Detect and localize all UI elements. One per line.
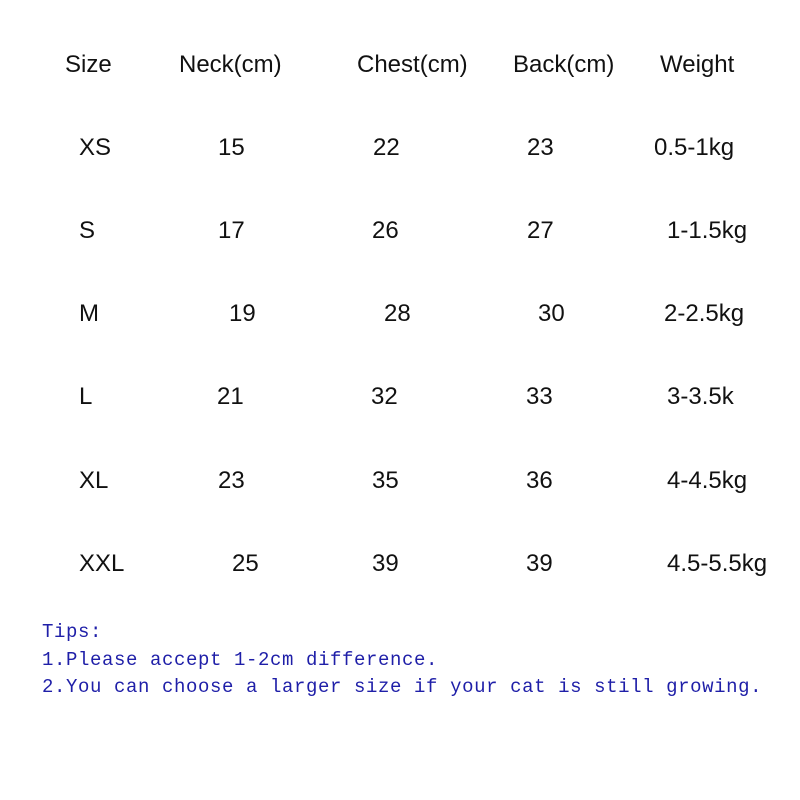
cell-chest: 32	[371, 383, 398, 410]
cell-chest: 28	[384, 300, 411, 327]
cell-size: XL	[79, 467, 109, 494]
cell-size: M	[79, 300, 99, 327]
cell-chest: 22	[373, 134, 400, 161]
cell-neck: 15	[218, 134, 245, 161]
header-size: Size	[65, 51, 112, 78]
cell-weight: 3-3.5k	[667, 383, 734, 410]
header-weight: Weight	[660, 51, 735, 78]
cell-weight: 4.5-5.5kg	[667, 550, 768, 577]
cell-neck: 19	[229, 300, 256, 327]
cell-neck: 17	[218, 217, 245, 244]
cell-weight: 1-1.5kg	[667, 217, 748, 244]
cell-size: L	[79, 383, 93, 410]
cell-neck: 23	[218, 467, 245, 494]
cell-back: 39	[526, 550, 553, 577]
cell-chest: 35	[372, 467, 399, 494]
cell-weight: 4-4.5kg	[667, 467, 748, 494]
header-chest: Chest(cm)	[357, 51, 468, 78]
header-neck: Neck(cm)	[179, 51, 282, 78]
cell-back: 30	[538, 300, 565, 327]
cell-size: XS	[79, 134, 112, 161]
tips-title: Tips:	[42, 621, 103, 643]
cell-weight: 0.5-1kg	[654, 134, 735, 161]
cell-weight: 2-2.5kg	[664, 300, 745, 327]
cell-neck: 21	[217, 383, 244, 410]
cell-size: S	[79, 217, 96, 244]
cell-back: 36	[526, 467, 553, 494]
tip-item-1: 1.Please accept 1-2cm difference.	[42, 649, 439, 671]
tip-item-2: 2.You can choose a larger size if your c…	[42, 676, 763, 698]
cell-neck: 25	[232, 550, 259, 577]
cell-back: 27	[527, 217, 554, 244]
cell-chest: 39	[372, 550, 399, 577]
cell-chest: 26	[372, 217, 399, 244]
cell-back: 33	[526, 383, 553, 410]
cell-size: XXL	[79, 550, 125, 577]
header-back: Back(cm)	[513, 51, 615, 78]
cell-back: 23	[527, 134, 554, 161]
